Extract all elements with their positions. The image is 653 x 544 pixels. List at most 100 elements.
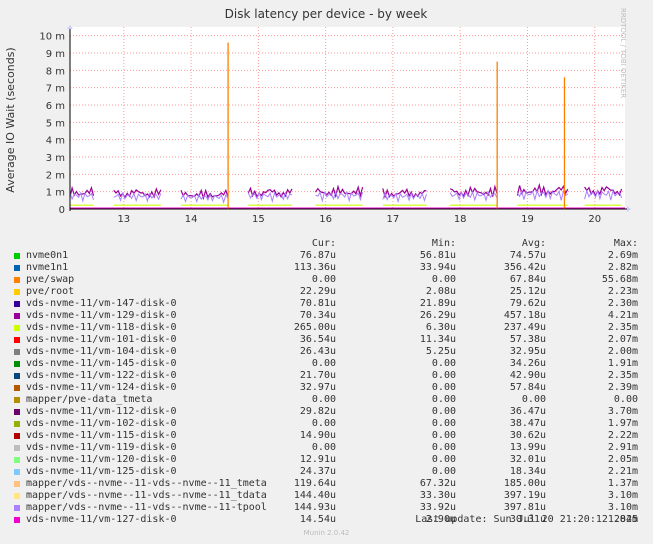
- legend-swatch: [14, 289, 20, 295]
- legend-label: vds-nvme-11/vm-125-disk-0: [26, 466, 177, 477]
- y-tick-label: 9 m: [46, 49, 65, 60]
- legend-row: vds-nvme-11/vm-115-disk-0 14.90u 0.00 30.62…: [0, 430, 653, 442]
- legend-label: mapper/vds--nvme--11-vds--nvme--11_tdata: [26, 490, 267, 501]
- y-tick-label: 2 m: [46, 170, 65, 181]
- legend-avg: 356.42u: [503, 262, 546, 273]
- legend-avg: 32.01u: [509, 454, 546, 465]
- y-axis-label: Average IO Wait (seconds): [4, 47, 17, 192]
- activity-burst: [180, 188, 229, 201]
- y-tick-label: 4 m: [46, 136, 65, 147]
- legend-swatch: [14, 385, 20, 391]
- legend-header-min: Min:: [431, 238, 456, 249]
- legend-row: pve/root 22.29u 2.08u 25.12u 2.23m: [0, 286, 653, 298]
- legend-min: 33.30u: [419, 490, 456, 501]
- legend-max: 3.10m: [607, 490, 638, 501]
- legend-row: vds-nvme-11/vm-127-disk-0 14.54u 2.90u 30.3…: [0, 514, 653, 526]
- legend-row: mapper/vds--nvme--11-vds--nvme--11_tdata…: [0, 490, 653, 502]
- activity-burst: [449, 184, 498, 198]
- legend-avg: 79.62u: [509, 298, 546, 309]
- legend-avg: 32.95u: [509, 346, 546, 357]
- legend-max: 2.35m: [607, 370, 638, 381]
- legend-swatch: [14, 301, 20, 307]
- legend-avg: 30.31u: [509, 514, 546, 525]
- x-tick-label: 13: [117, 214, 130, 225]
- legend-min: 26.29u: [419, 310, 456, 321]
- legend-label: mapper/vds--nvme--11-vds--nvme--11-tpool: [26, 502, 267, 513]
- legend-label: nvme1n1: [26, 262, 69, 273]
- legend-cur: 113.36u: [293, 262, 336, 273]
- legend-avg: 13.99u: [509, 442, 546, 453]
- activity-burst-secondary: [449, 190, 498, 202]
- legend-avg: 42.90u: [509, 370, 546, 381]
- legend-min: 33.92u: [419, 502, 456, 513]
- legend-min: 0.00: [431, 394, 456, 405]
- legend-row: vds-nvme-11/vm-102-disk-0 0.00 0.00 38.47u 1…: [0, 418, 653, 430]
- legend-swatch: [14, 421, 20, 427]
- legend-avg: 34.26u: [509, 358, 546, 369]
- legend-cur: 0.00: [311, 274, 336, 285]
- legend-min: 0.00: [431, 406, 456, 417]
- legend-avg: 237.49u: [503, 322, 546, 333]
- legend-label: vds-nvme-11/vm-127-disk-0: [26, 514, 177, 525]
- x-tick-label: 16: [319, 214, 332, 225]
- legend-swatch: [14, 373, 20, 379]
- legend-max: 1.84m: [607, 514, 638, 525]
- legend-row: vds-nvme-11/vm-118-disk-0 265.00u 6.30u 237…: [0, 322, 653, 334]
- legend-swatch: [14, 397, 20, 403]
- legend-header-max: Max:: [613, 238, 638, 249]
- legend-min: 67.32u: [419, 478, 456, 489]
- legend-cur: 119.64u: [293, 478, 336, 489]
- legend-cur: 26.43u: [299, 346, 336, 357]
- legend-cur: 21.70u: [299, 370, 336, 381]
- legend-swatch: [14, 325, 20, 331]
- spikes: [227, 42, 566, 209]
- activity-burst-secondary: [180, 193, 229, 205]
- legend-cur: 144.40u: [293, 490, 336, 501]
- legend-min: 0.00: [431, 466, 456, 477]
- legend-swatch: [14, 481, 20, 487]
- munin-version: Munin 2.0.42: [303, 529, 350, 537]
- chart: Disk latency per device - by week Averag…: [4, 7, 631, 225]
- plot-area: [70, 27, 625, 209]
- legend-label: mapper/pve-data_tmeta: [26, 394, 153, 405]
- y-tick-label: 0: [59, 205, 65, 216]
- legend-max: 3.10m: [607, 502, 638, 513]
- activity-bursts: [69, 182, 625, 209]
- legend-swatch: [14, 313, 20, 319]
- legend-cur: 24.37u: [299, 466, 336, 477]
- legend-label: vds-nvme-11/vm-112-disk-0: [26, 406, 177, 417]
- y-tick-labels: 0 1 m 2 m 3 m 4 m 5 m 6 m 7 m 8 m 9 m 10 m: [39, 32, 65, 216]
- legend-label: vds-nvme-11/vm-102-disk-0: [26, 418, 177, 429]
- legend-label: vds-nvme-11/vm-118-disk-0: [26, 322, 177, 333]
- legend-max: 4.21m: [607, 310, 638, 321]
- y-tick-label: 6 m: [46, 101, 65, 112]
- legend-header-cur: Cur:: [311, 238, 336, 249]
- x-tick-label: 18: [454, 214, 467, 225]
- legend-avg: 67.84u: [509, 274, 546, 285]
- legend-swatch: [14, 517, 20, 523]
- legend-header: Cur: Min: Avg: Max:: [0, 238, 653, 250]
- legend-label: mapper/vds--nvme--11-vds--nvme--11_tmeta: [26, 478, 267, 489]
- legend-max: 0.00: [613, 394, 638, 405]
- legend-min: 0.00: [431, 358, 456, 369]
- activity-burst: [382, 187, 427, 199]
- activity-burst-secondary: [382, 191, 427, 204]
- legend-min: 0.00: [431, 430, 456, 441]
- activity-burst-secondary: [516, 189, 569, 202]
- legend-row: vds-nvme-11/vm-104-disk-0 26.43u 5.25u 32.9…: [0, 346, 653, 358]
- legend-cur: 32.97u: [299, 382, 336, 393]
- legend-row: vds-nvme-11/vm-122-disk-0 21.70u 0.00 42.90…: [0, 370, 653, 382]
- x-tick-label: 20: [588, 214, 601, 225]
- legend-row: vds-nvme-11/vm-124-disk-0 32.97u 0.00 57.84…: [0, 382, 653, 394]
- legend-label: vds-nvme-11/vm-101-disk-0: [26, 334, 177, 345]
- legend-cur: 76.87u: [299, 250, 336, 261]
- legend-row: vds-nvme-11/vm-120-disk-0 12.91u 0.00 32.01…: [0, 454, 653, 466]
- legend-max: 1.97m: [607, 418, 638, 429]
- legend-row: mapper/vds--nvme--11-vds--nvme--11-tpool…: [0, 502, 653, 514]
- legend-max: 2.23m: [607, 286, 638, 297]
- legend-label: vds-nvme-11/vm-104-disk-0: [26, 346, 177, 357]
- activity-burst: [315, 184, 364, 199]
- legend-cur: 0.00: [311, 394, 336, 405]
- legend-header-avg: Avg:: [521, 238, 546, 249]
- legend-min: 0.00: [431, 418, 456, 429]
